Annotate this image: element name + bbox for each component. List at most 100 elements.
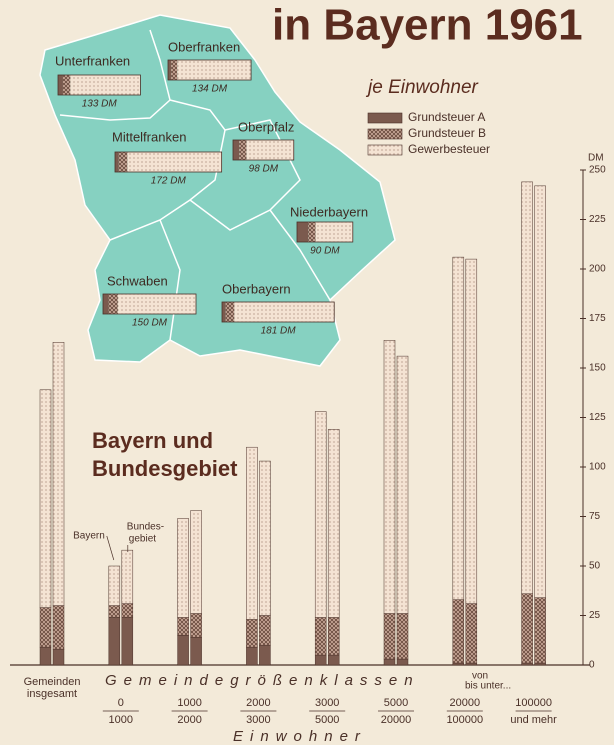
region-bar-segment <box>315 222 353 242</box>
bar-segment <box>190 510 202 614</box>
bar-segment <box>465 258 478 604</box>
region-bar-segment <box>62 75 71 95</box>
y-tick-label: 25 <box>589 610 601 621</box>
y-tick-label: 225 <box>589 214 606 225</box>
bar-segment <box>52 648 65 666</box>
region-bar-outline <box>114 151 223 173</box>
bar-segment <box>383 613 396 660</box>
bar-segment <box>246 446 258 620</box>
x-tick-label: 1000 <box>109 714 133 726</box>
region-bar-outline <box>57 74 141 96</box>
bar-segment <box>259 615 271 646</box>
region-bar-segment <box>239 140 247 160</box>
bar-segment <box>39 389 52 608</box>
region-bar-segment <box>308 222 316 242</box>
region-bar-segment <box>171 60 178 80</box>
bar-segment <box>327 429 340 618</box>
x-tick-label: 3000 <box>246 714 270 726</box>
bar-segment <box>521 662 533 666</box>
region-name: Mittelfranken <box>112 129 186 144</box>
region-border <box>159 219 181 341</box>
region-name: Oberpfalz <box>238 119 294 134</box>
legend-label: Grundsteuer B <box>408 126 486 140</box>
region-name: Oberfranken <box>168 39 240 54</box>
group-label: gebiet <box>129 534 156 545</box>
bar-segment <box>121 603 134 618</box>
legend-label: Grundsteuer A <box>408 110 485 124</box>
region-name: Niederbayern <box>290 204 368 219</box>
region-bar-segment <box>168 60 172 80</box>
bavaria-map <box>39 14 396 367</box>
region-border <box>269 209 331 301</box>
bar-segment <box>108 605 121 618</box>
bar-segment <box>39 646 52 666</box>
bar-segment <box>121 617 134 666</box>
x-tick-label: 5000 <box>315 714 339 726</box>
x-axis-label: Gemeindegrößenklassen <box>105 672 420 689</box>
x-axis-note: bis unter... <box>465 681 511 692</box>
region-name: Oberbayern <box>222 281 291 296</box>
region-total: 150 DM <box>132 318 168 329</box>
y-axis-label: DM <box>588 153 604 164</box>
region-total: 172 DM <box>151 176 187 187</box>
region-bar-outline <box>167 59 252 81</box>
bar-segment <box>177 617 189 636</box>
region-border <box>59 29 171 121</box>
bar-segment <box>521 181 533 594</box>
bar-segment <box>259 644 271 666</box>
x-tick-label: 2000 <box>177 714 201 726</box>
bar-segment <box>121 549 134 604</box>
x-axis-unit: Einwohner <box>233 728 367 745</box>
bar-segment <box>314 411 327 618</box>
x-tick-label: 100000 <box>446 714 483 726</box>
bar-segment <box>190 637 202 666</box>
region-total: 133 DM <box>82 99 118 110</box>
bar-segment <box>246 646 258 666</box>
x-tick-label: 20000 <box>381 714 412 726</box>
region-bar-segment <box>177 60 252 80</box>
region-bar-segment <box>103 294 109 314</box>
y-tick-label: 0 <box>589 660 595 671</box>
region-bar-segment <box>58 75 63 95</box>
y-tick-label: 175 <box>589 313 606 324</box>
legend-swatch <box>367 128 403 140</box>
bar-segment <box>465 603 478 664</box>
bar-segment <box>452 256 465 600</box>
region-bar-outline <box>232 139 295 161</box>
bar-segment <box>534 185 546 598</box>
bar-segment <box>327 617 340 656</box>
region-bar-segment <box>297 222 309 242</box>
region-bar-outline <box>296 221 354 243</box>
region-total: 90 DM <box>310 246 340 257</box>
region-bar-segment <box>117 294 196 314</box>
bar-segment <box>396 613 409 660</box>
y-tick-label: 100 <box>589 462 606 473</box>
region-total: 98 DM <box>249 164 279 175</box>
region-border <box>189 119 301 231</box>
region-bar-segment <box>70 75 141 95</box>
bar-segment <box>177 635 189 666</box>
x-tick-label: 20000 <box>450 697 481 709</box>
bar-segment <box>108 617 121 666</box>
region-total: 134 DM <box>192 84 228 95</box>
bar-segment <box>314 617 327 656</box>
region-bar-segment <box>234 302 335 322</box>
bar-segment <box>396 355 409 614</box>
region-bar-outline <box>102 293 197 315</box>
bar-segment <box>108 565 121 606</box>
region-bar-segment <box>222 302 226 322</box>
legend-label: Gewerbesteuer <box>408 142 490 156</box>
x-tick-label: 5000 <box>384 697 408 709</box>
region-bar-segment <box>127 152 222 172</box>
x-tick-label: 3000 <box>315 697 339 709</box>
group-label: Bundes- <box>127 522 164 533</box>
bar-segment <box>534 662 546 666</box>
x-tick-label: und mehr <box>510 714 557 726</box>
bar-segment <box>190 613 202 638</box>
y-tick-label: 50 <box>589 561 601 572</box>
region-bar-segment <box>246 140 294 160</box>
x-tick-label: 100000 <box>515 697 552 709</box>
y-tick-label: 250 <box>589 165 606 176</box>
region-bar-segment <box>118 152 128 172</box>
